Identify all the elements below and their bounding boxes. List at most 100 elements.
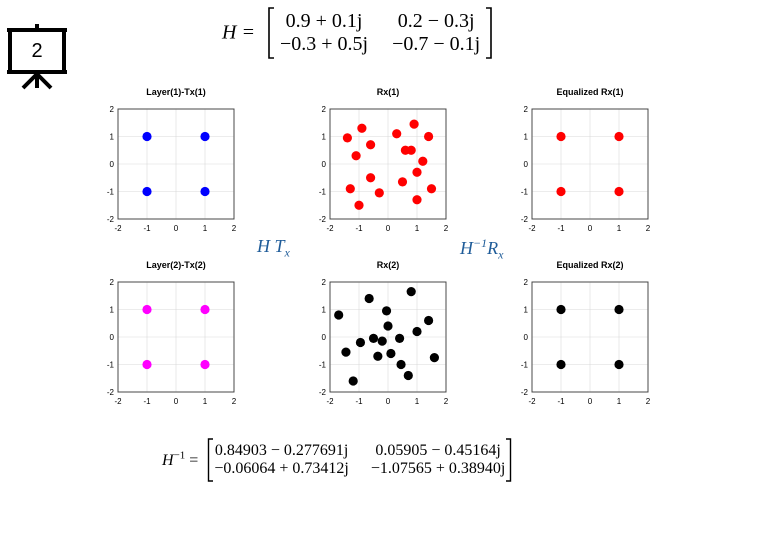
- h-inverse-cell: 0.05905 − 0.45164j: [375, 442, 501, 459]
- plot-frame: [531, 281, 649, 393]
- x-tick-label: -2: [528, 224, 536, 233]
- data-point: [424, 315, 434, 326]
- label-hinv-rx-main: R: [487, 238, 499, 258]
- plot-rx2: Rx(2) -2 -1 0 1 2 2 1 0 -1 -2: [319, 260, 449, 406]
- x-tick-label: 0: [174, 397, 179, 406]
- data-point: [341, 347, 351, 357]
- data-point: [383, 321, 393, 331]
- x-tick-label: 0: [386, 397, 391, 406]
- x-tick-label: -1: [143, 397, 151, 406]
- plot-layer1-tx1: Layer(1)-Tx(1) -2 -1 0 1 2 2 1 0 -1 -2: [107, 87, 237, 233]
- plot-rx1: Rx(1) -2 -1 0 1 2 2 1 0 -1 -2: [319, 87, 449, 233]
- plot-layer2-tx2: Layer(2)-Tx(2) -2 -1 0 1 2 2 1 0 -1 -2: [107, 260, 237, 406]
- y-tick-label: 1: [110, 306, 115, 315]
- y-tick-label: -2: [319, 388, 327, 397]
- label-h-tx-main: H T: [257, 236, 285, 256]
- data-point: [614, 359, 624, 370]
- h-cell: −0.3 + 0.5j: [279, 33, 369, 55]
- y-tick-label: 1: [524, 133, 529, 142]
- plot-frame: [329, 281, 447, 393]
- h-matrix: 0.9 + 0.1j 0.2 − 0.3j −0.3 + 0.5j −0.7 −…: [260, 6, 494, 60]
- data-point: [366, 173, 376, 183]
- data-point: [614, 304, 624, 315]
- y-tick-label: -1: [319, 188, 327, 197]
- x-tick-label: 1: [617, 224, 622, 233]
- h-matrix-formula: H = 0.9 + 0.1j 0.2 − 0.3j −0.3 + 0.5j −0…: [222, 6, 494, 60]
- data-point: [614, 131, 624, 142]
- y-tick-label: -1: [107, 361, 115, 370]
- data-point: [412, 326, 422, 337]
- data-point: [357, 123, 367, 133]
- plot-equalized-rx2: Equalized Rx(2) -2 -1 0 1 2 2 1 0 -1 -2: [521, 260, 651, 406]
- y-tick-label: 0: [110, 160, 115, 169]
- y-tick-label: 0: [322, 160, 327, 169]
- x-tick-label: -2: [326, 224, 334, 233]
- data-point: [556, 359, 566, 370]
- data-point: [409, 119, 419, 129]
- data-point: [381, 306, 392, 316]
- data-point: [556, 131, 566, 142]
- label-hinv-rx-sub: x: [498, 247, 504, 262]
- plot-frame: [117, 108, 235, 220]
- h-cell: −0.7 − 0.1j: [392, 33, 481, 55]
- y-tick-label: 2: [524, 278, 529, 287]
- data-point: [142, 359, 152, 370]
- plot-title: Rx(1): [377, 87, 400, 97]
- x-tick-label: 1: [203, 224, 208, 233]
- h-inverse-label: H−1 =: [162, 450, 198, 469]
- y-tick-label: 2: [524, 105, 529, 114]
- y-tick-label: -2: [107, 388, 115, 397]
- data-point: [406, 287, 416, 297]
- x-tick-label: 0: [588, 224, 593, 233]
- data-point: [418, 156, 428, 166]
- x-tick-label: 2: [646, 397, 651, 406]
- data-point: [345, 184, 355, 194]
- x-tick-label: 2: [444, 397, 449, 406]
- y-tick-label: -2: [521, 388, 529, 397]
- h-inverse-cell: −1.07565 + 0.38940j: [370, 460, 506, 477]
- data-point: [403, 370, 413, 381]
- x-tick-label: 2: [444, 224, 449, 233]
- data-point: [364, 293, 374, 304]
- x-tick-label: -2: [528, 397, 536, 406]
- x-tick-label: 1: [415, 397, 420, 406]
- y-tick-label: 1: [110, 133, 115, 142]
- x-tick-label: -1: [355, 224, 363, 233]
- plot-title: Layer(2)-Tx(2): [146, 260, 206, 270]
- y-tick-label: -1: [107, 188, 115, 197]
- x-tick-label: 0: [588, 397, 593, 406]
- x-tick-label: 1: [617, 397, 622, 406]
- data-point: [392, 129, 402, 139]
- h-inverse-table: 0.84903 − 0.277691j 0.05905 − 0.45164j −…: [214, 442, 505, 478]
- data-point: [386, 348, 396, 359]
- label-hinv-sup: −1: [473, 236, 488, 250]
- plot-title: Equalized Rx(1): [556, 87, 623, 97]
- data-point: [424, 131, 434, 142]
- data-point: [429, 353, 439, 363]
- data-point: [142, 131, 152, 142]
- y-tick-label: 1: [524, 306, 529, 315]
- h-inverse-matrix: 0.84903 − 0.277691j 0.05905 − 0.45164j −…: [202, 437, 513, 483]
- y-tick-label: 2: [110, 105, 115, 114]
- h-cell: 0.9 + 0.1j: [285, 10, 363, 32]
- y-tick-label: 0: [524, 160, 529, 169]
- x-tick-label: 0: [386, 224, 391, 233]
- y-tick-label: -2: [107, 215, 115, 224]
- data-point: [351, 151, 361, 161]
- y-tick-label: 2: [322, 105, 327, 114]
- data-point: [406, 145, 416, 155]
- data-point: [614, 186, 624, 197]
- data-point: [334, 310, 344, 320]
- data-point: [366, 140, 376, 150]
- label-h-tx-sub: x: [284, 245, 290, 260]
- x-tick-label: 2: [232, 224, 237, 233]
- plot-equalized-rx1: Equalized Rx(1) -2 -1 0 1 2 2 1 0 -1 -2: [521, 87, 651, 233]
- data-point: [142, 304, 152, 315]
- data-point: [397, 177, 408, 187]
- plot-title: Equalized Rx(2): [556, 260, 623, 270]
- y-tick-label: 2: [322, 278, 327, 287]
- y-tick-label: 2: [110, 278, 115, 287]
- x-tick-label: 1: [203, 397, 208, 406]
- x-tick-label: -2: [114, 224, 122, 233]
- data-point: [355, 337, 366, 348]
